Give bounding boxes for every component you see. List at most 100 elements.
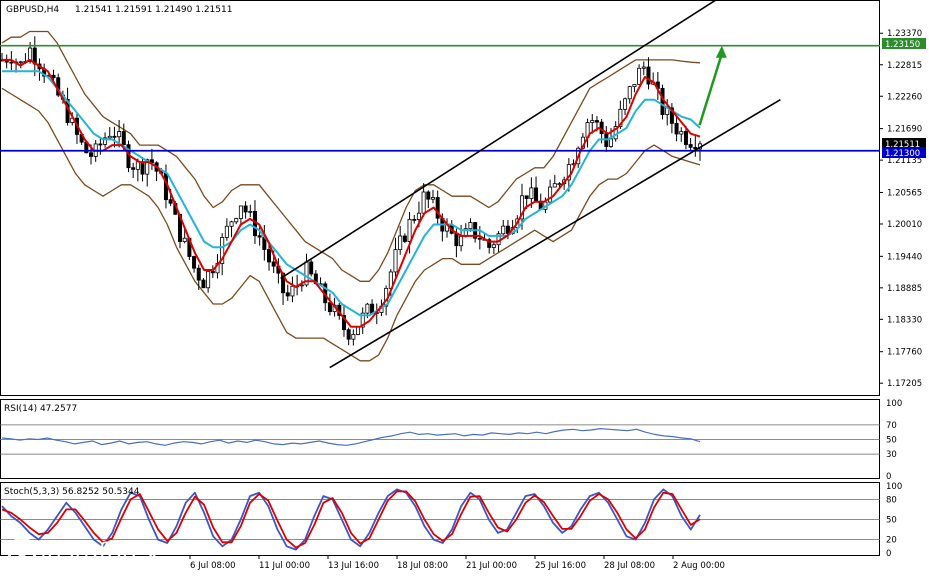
candle-body: [459, 236, 464, 247]
candle-body: [140, 161, 145, 175]
price-tick-label: 1.17205: [887, 379, 922, 389]
candle-body: [346, 329, 351, 340]
candle-body: [529, 187, 534, 199]
candle-body: [131, 167, 136, 170]
stoch-scale-label: 20: [886, 536, 897, 546]
price-tick-label: 1.19440: [887, 252, 922, 262]
candle-body: [548, 186, 553, 203]
candle-body: [234, 218, 239, 223]
time-axis: 6 Jul 08:00 11 Jul 00:00 13 Jul 16:00 18 Ju…: [189, 556, 725, 571]
price-axis: 1.23370 1.22815 1.22260 1.21690 1.21135 1.205…: [879, 29, 922, 389]
time-tick-label: 2 Aug 00:00: [673, 561, 725, 571]
candle-body: [135, 161, 140, 170]
rsi-scale-label: 70: [886, 421, 897, 431]
candle-body: [426, 191, 431, 200]
price-tick-label: 1.22815: [887, 61, 922, 71]
candle-body: [627, 86, 632, 100]
price-tick-label: 1.20010: [887, 220, 922, 230]
candle-body: [646, 66, 651, 85]
stoch-signal-line: [1, 490, 701, 549]
candle-body: [693, 147, 698, 150]
candle-body: [285, 292, 290, 297]
resistance-price-badge: 1.23150: [882, 38, 926, 50]
candle-body: [524, 195, 529, 199]
candle-body: [210, 270, 215, 274]
candle-body: [196, 267, 201, 281]
candle-body: [341, 315, 346, 331]
instaforex-logo: instaforex Instant Forex Trading: [7, 537, 160, 575]
candle-body: [519, 195, 524, 220]
rsi-scale-label: 30: [886, 450, 897, 460]
candle-body: [149, 159, 154, 164]
candle-body: [238, 205, 243, 219]
candle-body: [407, 218, 412, 242]
candle-body: [365, 303, 370, 314]
time-tick-label: 6 Jul 08:00: [190, 561, 236, 571]
price-tick-label: 1.18330: [887, 315, 922, 325]
price-panel-frame: [0, 0, 880, 396]
candle-body: [107, 135, 112, 139]
rsi-line: [1, 427, 701, 446]
candle-body: [534, 187, 539, 202]
candle-body: [679, 131, 684, 135]
candle-body: [688, 144, 693, 148]
candle-body: [192, 256, 197, 269]
bollinger-upper-line: [1, 30, 701, 282]
symbol-label: GBPUSD,H4: [6, 5, 59, 15]
forecast-arrow-head: [715, 45, 727, 58]
candle-body: [552, 183, 557, 188]
svg-text:1.23150: 1.23150: [885, 40, 920, 50]
stoch-label: Stoch(5,3,3) 56.8252 50.5344: [4, 487, 140, 497]
time-tick-label: 18 Jul 08:00: [397, 561, 448, 571]
candle-body: [98, 143, 103, 146]
watermark-tagline: Instant Forex Trading: [44, 564, 149, 575]
candle-body: [224, 225, 229, 238]
candle-body: [145, 159, 150, 175]
price-tick-label: 1.21135: [887, 156, 922, 166]
candle-body: [608, 138, 613, 147]
candle-body: [641, 66, 646, 69]
candle-body: [9, 61, 14, 64]
candle-body: [477, 237, 482, 240]
channel-lower-line: [329, 98, 781, 369]
time-tick-label: 11 Jul 00:00: [259, 561, 310, 571]
watermark-brand: instaforex: [40, 538, 160, 566]
candle-body: [356, 326, 361, 335]
price-tick-label: 1.23370: [887, 29, 922, 39]
candle-body: [248, 210, 253, 213]
candle-body: [501, 225, 506, 235]
rsi-scale-label: 100: [886, 399, 902, 409]
candle-body: [327, 302, 332, 313]
svg-text:1.21511: 1.21511: [885, 140, 920, 150]
time-tick-label: 13 Jul 16:00: [328, 561, 379, 571]
candle-body: [182, 237, 187, 242]
stoch-scale-label: 80: [886, 495, 897, 505]
rsi-label: RSI(14) 47.2577: [4, 404, 77, 414]
candle-body: [421, 191, 426, 214]
candle-body: [674, 122, 679, 135]
candle-body: [117, 131, 122, 138]
time-tick-label: 21 Jul 00:00: [466, 561, 517, 571]
candle-body: [491, 244, 496, 248]
candle-body: [632, 84, 637, 88]
stoch-scale-label: 100: [886, 482, 902, 492]
price-tick-label: 1.21690: [887, 125, 922, 135]
candle-body: [206, 270, 211, 289]
rsi-panel-frame: [0, 399, 880, 479]
candle-body: [487, 239, 492, 248]
candle-body: [290, 285, 295, 297]
candle-body: [121, 131, 126, 146]
candle-body: [623, 98, 628, 110]
candle-body: [309, 261, 314, 275]
time-tick-label: 28 Jul 08:00: [604, 561, 655, 571]
logo-mark-icon: [7, 537, 37, 567]
current-price-badge: 1.21511: [882, 138, 926, 150]
svg-text:1.21300: 1.21300: [885, 149, 920, 159]
price-tick-label: 1.18885: [887, 284, 922, 294]
stoch-panel-frame: [0, 482, 880, 556]
candle-body: [220, 237, 225, 264]
candle-body: [402, 235, 407, 242]
candle-body: [468, 222, 473, 230]
candle-body: [267, 249, 272, 263]
